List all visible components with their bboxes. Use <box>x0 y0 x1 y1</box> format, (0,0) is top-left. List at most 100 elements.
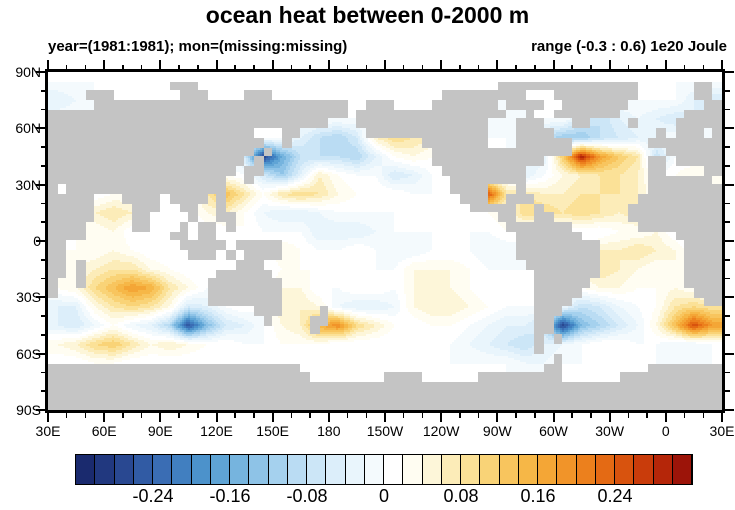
colorbar-box <box>307 455 326 484</box>
x-major-tick <box>721 413 723 422</box>
y-minor-tick <box>725 315 730 317</box>
x-minor-tick <box>534 64 536 69</box>
x-major-tick <box>608 413 611 422</box>
colorbar-box <box>653 455 672 484</box>
x-tick-label: 90E <box>147 423 173 439</box>
y-major-tick <box>36 71 45 73</box>
x-major-tick <box>608 60 611 69</box>
x-tick-label: 60E <box>91 423 117 439</box>
x-tick-label: 60W <box>539 423 568 439</box>
colorbar-box <box>595 455 614 484</box>
y-major-tick <box>36 409 45 411</box>
x-major-tick <box>327 413 330 422</box>
y-minor-tick <box>40 108 45 111</box>
x-major-tick <box>271 60 274 69</box>
x-minor-tick <box>178 64 180 69</box>
x-tick-label: 120E <box>200 423 233 439</box>
x-minor-tick <box>346 413 349 418</box>
x-major-tick <box>271 413 274 422</box>
y-minor-tick <box>725 90 730 92</box>
x-major-tick <box>664 413 667 422</box>
x-major-tick <box>103 60 106 69</box>
colorbar-box <box>268 455 287 484</box>
y-major-tick <box>36 183 45 186</box>
colorbar-box <box>576 455 595 484</box>
x-minor-tick <box>140 413 143 418</box>
y-minor-tick <box>40 315 45 317</box>
x-minor-tick <box>346 64 349 69</box>
x-major-tick <box>47 413 49 422</box>
colorbar-box <box>403 455 422 484</box>
y-minor-tick <box>725 371 730 374</box>
x-minor-tick <box>402 64 405 69</box>
x-major-tick <box>103 413 106 422</box>
y-minor-tick <box>725 146 730 148</box>
x-major-tick <box>159 413 162 422</box>
x-minor-tick <box>702 64 705 69</box>
x-minor-tick <box>683 413 686 418</box>
y-tick-label: 30S <box>16 289 41 306</box>
x-minor-tick <box>178 413 180 418</box>
colorbar-box <box>480 455 499 484</box>
colorbar-tick-label: -0.16 <box>209 486 251 506</box>
colorbar-box <box>422 455 441 484</box>
colorbar-box <box>287 455 306 484</box>
colorbar-box <box>518 455 537 484</box>
colorbar-tick-label: 0.08 <box>443 486 479 506</box>
y-minor-tick <box>725 334 730 336</box>
x-minor-tick <box>477 413 480 418</box>
x-minor-tick <box>515 413 517 418</box>
x-minor-tick <box>197 413 199 418</box>
x-major-tick <box>440 60 443 69</box>
x-minor-tick <box>702 413 705 418</box>
colorbar-tick-label: 0 <box>378 486 390 506</box>
x-minor-tick <box>459 413 461 418</box>
x-major-tick <box>47 60 49 69</box>
x-minor-tick <box>627 413 630 418</box>
colorbar-box <box>499 455 518 484</box>
colorbar <box>75 454 693 485</box>
y-major-tick <box>36 240 45 242</box>
x-minor-tick <box>534 413 536 418</box>
colorbar-box <box>114 455 133 484</box>
x-tick-label: 30W <box>595 423 625 439</box>
x-minor-tick <box>646 413 648 418</box>
y-major-tick <box>725 296 734 299</box>
x-major-tick <box>552 60 555 69</box>
x-minor-tick <box>140 64 143 69</box>
x-major-tick <box>384 413 386 422</box>
x-tick-label: 0 <box>661 423 670 439</box>
x-minor-tick <box>253 64 255 69</box>
page-title: ocean heat between 0-2000 m <box>205 2 530 28</box>
y-major-tick <box>725 71 734 73</box>
y-minor-tick <box>725 390 730 392</box>
subtitle-left: year=(1981:1981); mon=(missing:missing) <box>48 38 348 55</box>
colorbar-box <box>384 455 403 484</box>
colorbar-box <box>210 455 229 484</box>
x-minor-tick <box>122 413 124 418</box>
map-frame <box>45 69 725 413</box>
y-major-tick <box>725 127 734 130</box>
colorbar-box <box>95 455 114 484</box>
y-major-tick <box>36 296 45 299</box>
x-minor-tick <box>65 64 68 69</box>
y-minor-tick <box>40 371 45 374</box>
x-minor-tick <box>571 64 573 69</box>
y-tick-label: 0 <box>33 233 41 249</box>
x-major-tick <box>721 60 723 69</box>
subtitle-right: range (-0.3 : 0.6) 1e20 Joule <box>531 38 727 55</box>
colorbar-box <box>249 455 268 484</box>
y-major-tick <box>36 352 45 355</box>
y-minor-tick <box>40 221 45 223</box>
y-minor-tick <box>40 202 45 205</box>
y-tick-label: 60N <box>15 120 41 137</box>
y-tick-label: 90S <box>16 402 41 418</box>
x-tick-label: 180 <box>317 423 341 439</box>
y-major-tick <box>725 240 734 242</box>
colorbar-box <box>634 455 653 484</box>
x-minor-tick <box>590 64 592 69</box>
x-tick-label: 120W <box>422 423 460 439</box>
colorbar-tick-label: 0.24 <box>597 486 633 506</box>
x-minor-tick <box>122 64 124 69</box>
x-minor-tick <box>365 413 368 418</box>
